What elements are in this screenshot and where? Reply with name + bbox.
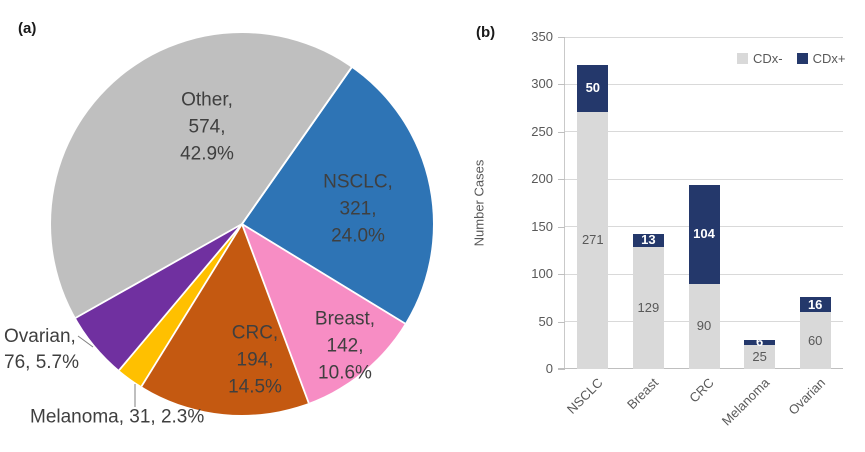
bar-value-label-cdx-minus: 129 (637, 299, 660, 315)
x-axis-label: NSCLC (563, 375, 606, 417)
bar-segment-cdx-plus (632, 234, 664, 247)
bar-segment-cdx-plus (744, 339, 776, 346)
gridline (565, 83, 843, 85)
x-axis-label: Melanoma (718, 375, 773, 429)
bar-segment-cdx-minus (632, 246, 664, 369)
bar-segment-cdx-plus (799, 296, 831, 313)
x-axis-label: CRC (686, 375, 717, 406)
y-tick-label: 150 (531, 218, 553, 234)
y-tick-label: 350 (531, 29, 553, 44)
y-tick-mark (558, 131, 565, 133)
legend-swatch-cdx-minus (737, 53, 748, 64)
y-tick-mark (558, 369, 565, 370)
panel-b-label: (b) (476, 24, 496, 41)
gridline (565, 131, 843, 133)
pie-label-nsclc: NSCLC, 321, 24.0% (323, 171, 393, 247)
gridline (565, 36, 843, 38)
legend: CDx- CDx+ (737, 51, 845, 66)
legend-label-cdx-plus: CDx+ (812, 51, 846, 66)
pie-label-ovarian: Ovarian, 76, 5.7% (4, 326, 79, 373)
bar-segment-cdx-minus (688, 283, 720, 369)
bar-value-label-cdx-plus: 50 (585, 80, 601, 96)
y-tick-mark (558, 179, 565, 181)
y-tick-label: 50 (538, 313, 553, 329)
y-tick-mark (558, 84, 565, 86)
y-tick-mark (558, 274, 565, 276)
bar-value-label-cdx-minus: 271 (581, 232, 604, 248)
pie-label-other: Other, 574, 42.9% (180, 89, 234, 165)
gridline (565, 178, 843, 180)
bar-value-label-cdx-plus: 6 (755, 334, 764, 350)
bar-segment-cdx-minus (744, 345, 776, 369)
bar-value-label-cdx-minus: 90 (696, 318, 712, 334)
bar-value-label-cdx-plus: 104 (693, 226, 715, 242)
legend-item-cdx-plus: CDx+ (796, 51, 846, 66)
legend-item-cdx-minus: CDx- (737, 51, 783, 66)
pie-label-breast: Breast, 142, 10.6% (314, 308, 376, 384)
y-tick-label: 250 (531, 123, 553, 139)
x-axis-label: Ovarian (785, 375, 828, 418)
bar-segment-cdx-minus (577, 111, 609, 369)
bar-segment-cdx-plus (577, 64, 609, 112)
bar-plot-area: 0 50 100 150 200 250 300 350 271 50 NSCLC 129 13 Brea… (531, 29, 843, 429)
bar-value-label-cdx-minus: 25 (752, 349, 767, 365)
bar-value-label-cdx-plus: 13 (641, 232, 656, 248)
y-tick-label: 300 (531, 76, 553, 92)
legend-label-cdx-minus: CDx- (753, 51, 783, 66)
legend-swatch-cdx-plus (796, 53, 808, 64)
y-tick-mark (558, 321, 565, 323)
panel-a-label: (a) (18, 20, 37, 37)
y-tick-label: 200 (531, 171, 553, 187)
bar-value-label-cdx-minus: 60 (807, 332, 823, 348)
y-axis-title: Number Cases (471, 159, 487, 247)
y-tick-label: 100 (531, 266, 553, 282)
y-tick-label: 0 (545, 361, 553, 376)
bar-segment-cdx-plus (688, 185, 720, 284)
bar-value-label-cdx-plus: 16 (807, 296, 823, 312)
pie-label-melanoma: Melanoma, 31, 2.3% (30, 406, 205, 428)
bar-segment-cdx-minus (799, 312, 831, 369)
y-tick-mark (558, 37, 565, 38)
x-axis-label: Breast (623, 375, 662, 413)
y-tick-mark (558, 226, 565, 228)
pie-label-crc: CRC, 194, 14.5% (228, 322, 282, 398)
